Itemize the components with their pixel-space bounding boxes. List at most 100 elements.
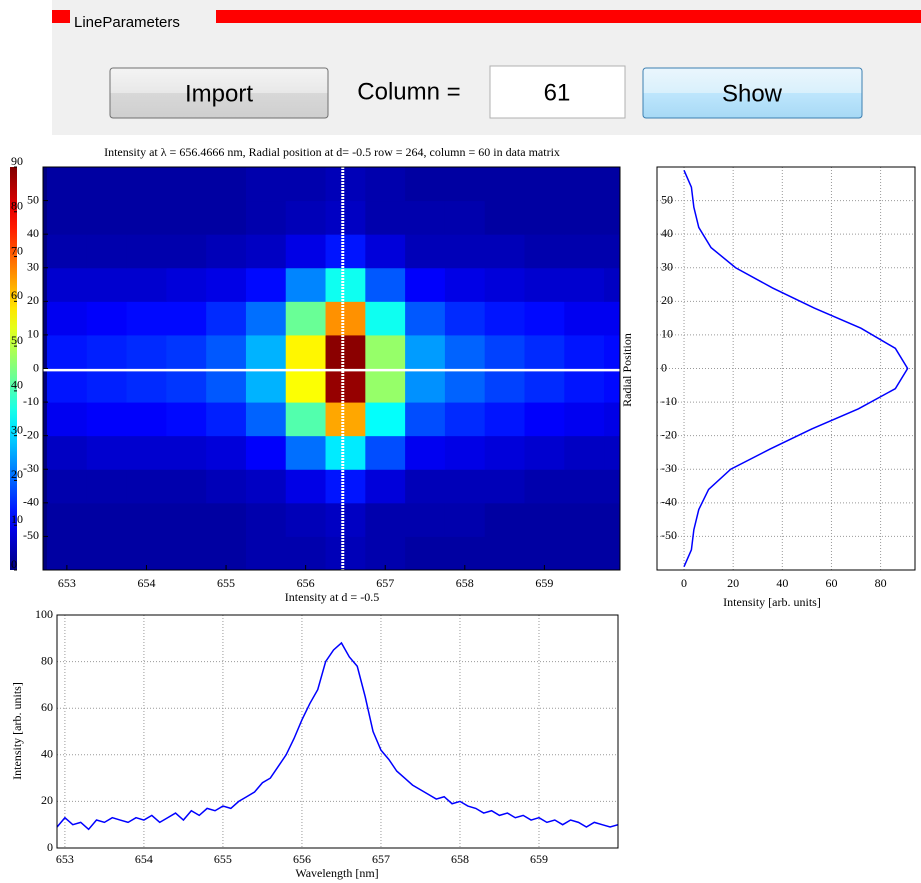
colorbar-tick-label: 20 bbox=[11, 467, 23, 481]
heatmap-cell bbox=[405, 234, 446, 269]
heatmap-cell bbox=[444, 536, 486, 570]
heatmap-cell bbox=[166, 502, 207, 537]
heatmap-cell bbox=[126, 267, 167, 302]
heatmap-cell bbox=[46, 469, 88, 504]
heatmap-cell bbox=[604, 368, 620, 403]
heatmap-cell bbox=[325, 200, 366, 235]
heatmap-cell bbox=[86, 536, 128, 570]
heatmap-cell bbox=[206, 267, 247, 302]
heatmap-cell bbox=[46, 267, 88, 302]
heatmap-cell bbox=[86, 167, 128, 202]
y-tick-label: 40 bbox=[41, 747, 53, 761]
heatmap-cell bbox=[126, 200, 167, 235]
heatmap-cell bbox=[604, 435, 620, 470]
heatmap-cell bbox=[444, 267, 486, 302]
heatmap-cell bbox=[285, 301, 327, 336]
heatmap-cell bbox=[245, 334, 287, 369]
y-tick-label: 20 bbox=[41, 793, 53, 807]
show-button[interactable]: Show bbox=[642, 67, 863, 119]
heatmap-cell bbox=[604, 167, 620, 202]
x-tick-label: 80 bbox=[875, 576, 887, 590]
heatmap-cell bbox=[325, 267, 366, 302]
heatmap-cell bbox=[365, 301, 406, 336]
heatmap-cell bbox=[46, 368, 88, 403]
heatmap-cell bbox=[405, 334, 446, 369]
heatmap-cell bbox=[444, 502, 486, 537]
heatmap-cell bbox=[444, 435, 486, 470]
y-tick-label: 20 bbox=[27, 293, 39, 307]
heatmap-cell bbox=[206, 234, 247, 269]
heatmap-cell bbox=[245, 200, 287, 235]
heatmap-cell bbox=[325, 234, 366, 269]
button-label[interactable]: Import bbox=[185, 80, 253, 107]
heatmap-cell bbox=[86, 334, 128, 369]
heatmap-cell bbox=[206, 200, 247, 235]
heatmap-cell bbox=[166, 368, 207, 403]
heatmap-cell bbox=[46, 301, 88, 336]
y-axis-label: Intensity [arb. units] bbox=[10, 682, 24, 780]
heatmap-cell bbox=[484, 502, 525, 537]
heatmap-cell bbox=[166, 536, 207, 570]
heatmap-cell bbox=[86, 469, 128, 504]
button-face[interactable] bbox=[642, 67, 863, 119]
heatmap-cell bbox=[524, 167, 565, 202]
y-tick-label: 10 bbox=[661, 327, 673, 341]
heatmap-cell bbox=[206, 167, 247, 202]
heatmap-cell bbox=[325, 469, 366, 504]
heatmap-cell bbox=[405, 435, 446, 470]
heatmap-cell bbox=[285, 334, 327, 369]
y-tick-label: 50 bbox=[661, 192, 673, 206]
plots: Intensity at λ = 656.4666 nm, Radial pos… bbox=[10, 145, 916, 880]
import-button[interactable]: Import bbox=[109, 67, 329, 119]
heatmap-cell bbox=[285, 200, 327, 235]
y-tick-label: -40 bbox=[661, 495, 677, 509]
heatmap-cell bbox=[524, 502, 565, 537]
x-tick-label: 60 bbox=[825, 576, 837, 590]
heatmap-cell bbox=[126, 368, 167, 403]
x-axis-label: Intensity [arb. units] bbox=[723, 595, 821, 609]
y-tick-label: -40 bbox=[23, 495, 39, 509]
x-tick-label: 659 bbox=[530, 852, 548, 866]
heatmap-cell bbox=[46, 402, 88, 437]
x-tick-label: 656 bbox=[293, 852, 311, 866]
heatmap-cell bbox=[126, 402, 167, 437]
heatmap-cell bbox=[46, 234, 88, 269]
column-value[interactable]: 61 bbox=[544, 79, 571, 106]
heatmap-cell bbox=[444, 301, 486, 336]
heatmap-cell bbox=[126, 536, 167, 570]
heatmap-cell bbox=[564, 167, 605, 202]
heatmap-cell bbox=[245, 267, 287, 302]
heatmap-cell bbox=[524, 469, 565, 504]
heatmap-cell bbox=[405, 267, 446, 302]
heatmap-cell bbox=[245, 368, 287, 403]
heatmap-cell bbox=[325, 368, 366, 403]
colorbar-tick-label: 40 bbox=[11, 378, 23, 392]
x-tick-label: 657 bbox=[376, 576, 394, 590]
heatmap-cell bbox=[405, 536, 446, 570]
column-input[interactable] bbox=[489, 65, 626, 119]
y-tick-label: -30 bbox=[661, 461, 677, 475]
heatmap-cell bbox=[245, 301, 287, 336]
y-tick-label: -20 bbox=[661, 427, 677, 441]
heatmap-cell bbox=[166, 334, 207, 369]
heatmap-cell bbox=[524, 267, 565, 302]
x-tick-label: 656 bbox=[297, 576, 315, 590]
button-label[interactable]: Show bbox=[722, 80, 783, 107]
heatmap-cell bbox=[604, 469, 620, 504]
heatmap-cell bbox=[484, 267, 525, 302]
x-tick-label: 40 bbox=[776, 576, 788, 590]
heatmap-cell bbox=[245, 167, 287, 202]
heatmap-cell bbox=[285, 167, 327, 202]
colorbar-tick-label: 50 bbox=[11, 333, 23, 347]
heatmap-cell bbox=[484, 234, 525, 269]
heatmap-cell bbox=[126, 502, 167, 537]
y-tick-label: 10 bbox=[27, 327, 39, 341]
heatmap-cell bbox=[365, 234, 406, 269]
heatmap-cell bbox=[365, 334, 406, 369]
heatmap-cell bbox=[46, 167, 88, 202]
y-tick-label: -30 bbox=[23, 461, 39, 475]
heatmap-cell bbox=[46, 536, 88, 570]
button-face[interactable] bbox=[109, 67, 329, 119]
y-tick-label: 100 bbox=[35, 607, 53, 621]
